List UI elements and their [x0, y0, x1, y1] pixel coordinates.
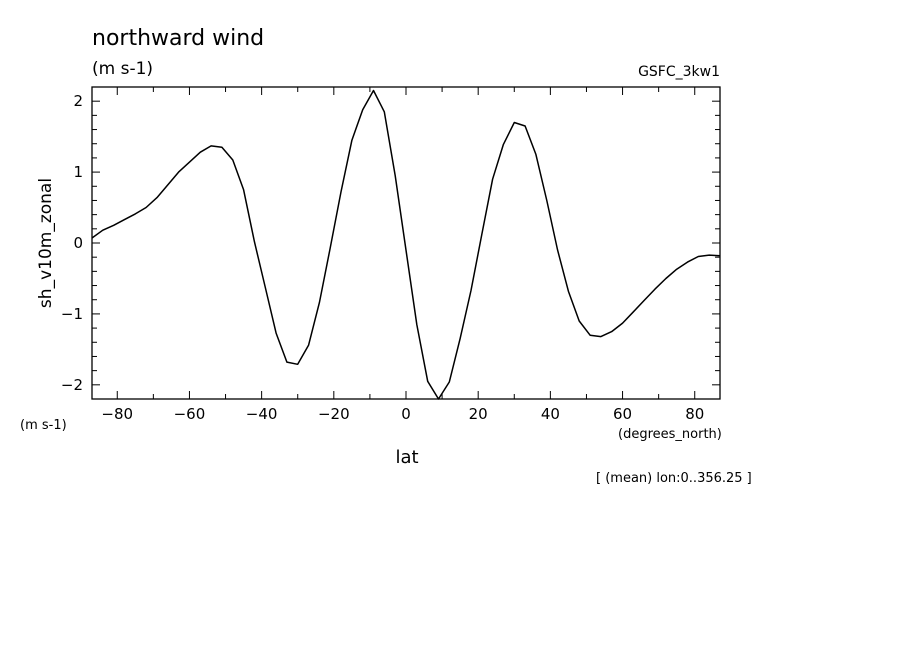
x-tick-label: 0	[401, 405, 411, 423]
y-units-label: (m s-1)	[20, 418, 67, 433]
x-tick-label: −80	[101, 405, 133, 423]
axis-tick-labels: −80 −60 −40 −20 0 20 40 60 80 −2 −1 0 1 2	[61, 92, 704, 423]
x-tick-label: 40	[541, 405, 560, 423]
y-axis-label: sh_v10m_zonal	[36, 178, 56, 308]
x-units-label: (degrees_north)	[618, 427, 722, 442]
x-axis-label: lat	[395, 447, 418, 468]
chart-title: northward wind	[92, 26, 264, 51]
x-tick-label: 80	[685, 405, 704, 423]
y-tick-label: 2	[73, 92, 83, 110]
x-tick-label: 20	[469, 405, 488, 423]
units-label: (m s-1)	[92, 59, 153, 79]
y-tick-label: −2	[61, 376, 83, 394]
series-line	[91, 89, 721, 400]
x-tick-label: 60	[613, 405, 632, 423]
x-tick-label: −60	[174, 405, 206, 423]
x-tick-label: −40	[246, 405, 278, 423]
axis-ticks	[92, 86, 720, 400]
footnote: [ (mean) lon:0..356.25 ]	[596, 471, 752, 486]
y-tick-label: −1	[61, 305, 83, 323]
plot-frame	[91, 86, 721, 400]
x-tick-label: −20	[318, 405, 350, 423]
y-tick-label: 0	[73, 234, 83, 252]
y-tick-label: 1	[73, 163, 83, 181]
source-label: GSFC_3kw1	[638, 64, 720, 80]
